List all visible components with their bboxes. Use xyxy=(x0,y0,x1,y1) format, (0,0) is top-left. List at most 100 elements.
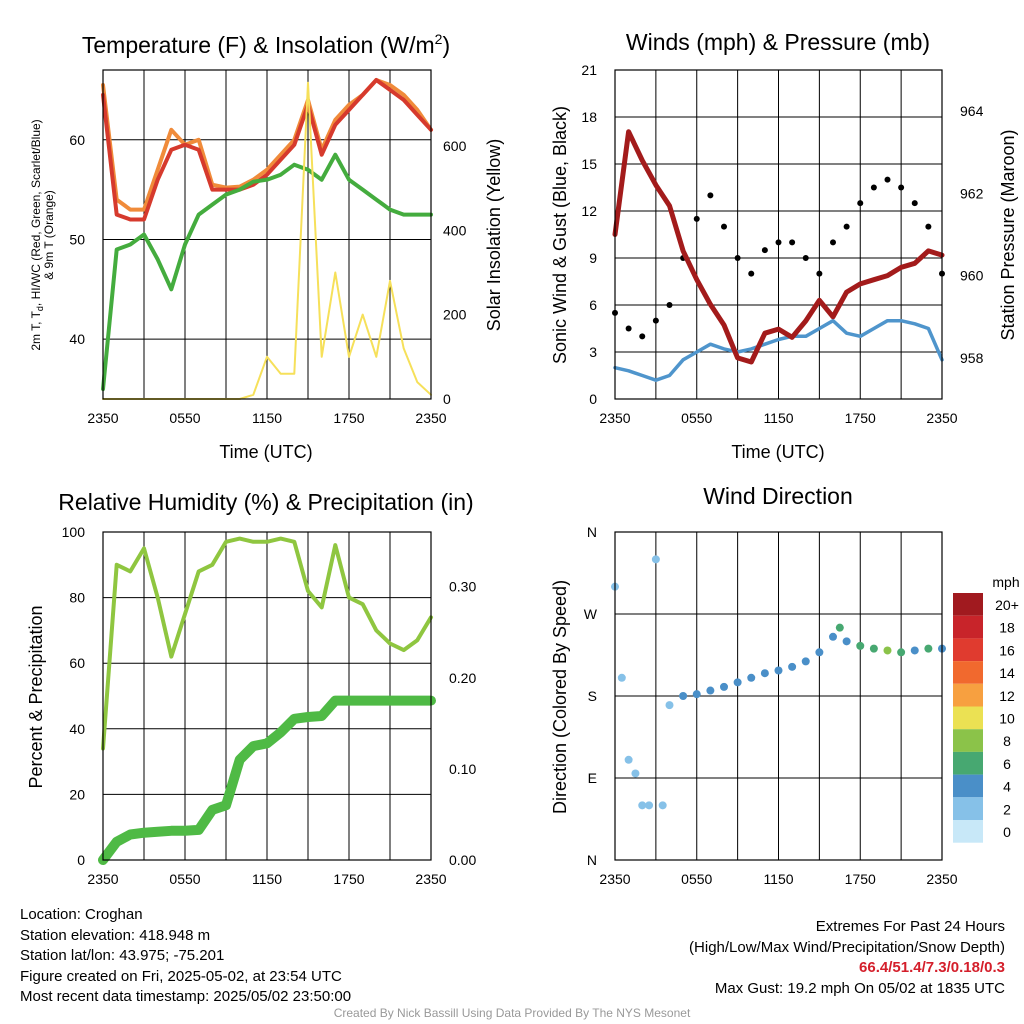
legend-label: 2 xyxy=(1003,801,1011,817)
plot-border xyxy=(102,69,432,400)
y2-tick-label: 200 xyxy=(443,307,467,323)
y-tick-label: 6 xyxy=(589,297,597,313)
y2-tick-label: 0 xyxy=(443,391,451,407)
direction-point xyxy=(842,637,851,646)
credit-text: Created By Nick Bassill Using Data Provi… xyxy=(333,1006,691,1020)
humidity-ylabel: Percent & Precipitation xyxy=(26,605,46,788)
x-tick-label: 0550 xyxy=(681,871,712,887)
x-tick-label: 1750 xyxy=(845,871,876,887)
gust-point xyxy=(870,184,877,191)
gust-point xyxy=(734,255,741,261)
gust-point xyxy=(775,239,782,246)
y-tick-label: 60 xyxy=(69,132,85,148)
pressure-line xyxy=(612,129,945,365)
x-tick-label: 1750 xyxy=(333,871,364,887)
gust-point xyxy=(666,302,673,308)
y-tick-label: 100 xyxy=(62,524,86,540)
legend-label: 0 xyxy=(1003,824,1011,840)
y2-tick-label: 0.00 xyxy=(449,852,476,868)
plot-border xyxy=(102,531,432,861)
legend-label: 14 xyxy=(999,665,1015,681)
elevation-text: Station elevation: 418.948 m xyxy=(20,926,211,944)
wind-direction-ylabel: Direction (Colored By Speed) xyxy=(550,580,570,814)
x-tick-label: 1150 xyxy=(252,410,282,426)
latlon-text: Station lat/lon: 43.975; -75.201 xyxy=(20,947,225,964)
plot-border xyxy=(614,69,943,400)
legend-title: mph xyxy=(992,574,1019,590)
legend-swatch xyxy=(953,820,983,843)
y-tick-label: 20 xyxy=(69,786,85,802)
gust-point xyxy=(925,223,932,230)
y-tick-label: E xyxy=(588,770,597,786)
x-tick-label: 2350 xyxy=(415,410,446,426)
gust-point xyxy=(707,192,714,199)
direction-point xyxy=(720,682,728,691)
gust-point xyxy=(625,325,632,332)
temperature-panel: Temperature (F) & Insolation (W/m2) Time… xyxy=(29,31,504,462)
temperature-ylabel2: Solar Insolation (Yellow) xyxy=(484,139,504,331)
created-text: Figure created on Fri, 2025-05-02, at 23… xyxy=(20,967,342,985)
gust-point xyxy=(884,176,891,183)
x-tick-label: 2350 xyxy=(415,871,446,887)
gust-point xyxy=(748,270,755,277)
direction-point xyxy=(924,644,933,653)
x-tick-label: 1750 xyxy=(333,410,364,426)
direction-point xyxy=(835,623,844,632)
wind-direction-title: Wind Direction xyxy=(703,483,853,509)
plot-border xyxy=(614,531,943,861)
direction-point xyxy=(651,555,660,564)
direction-point xyxy=(658,801,667,810)
direction-point xyxy=(645,801,654,810)
legend-swatch xyxy=(953,661,983,684)
y-tick-label: 60 xyxy=(69,655,85,671)
wind-direction-panel: Wind Direction Direction (Colored By Spe… xyxy=(550,483,1020,887)
gust-point xyxy=(816,270,823,277)
gust-point xyxy=(761,247,768,254)
y2-tick-label: 0.20 xyxy=(449,670,476,686)
direction-point xyxy=(760,669,769,678)
gust-point xyxy=(843,223,850,230)
gust-point xyxy=(802,255,809,261)
legend-swatch xyxy=(953,638,983,662)
winds-panel: Winds (mph) & Pressure (mb) Time (UTC) S… xyxy=(550,29,1018,462)
legend-label: 16 xyxy=(999,642,1015,658)
y-tick-label: 21 xyxy=(581,62,597,78)
legend-label: 12 xyxy=(999,688,1015,704)
gust-point xyxy=(898,184,905,191)
extremes-info: Extremes For Past 24 Hours (High/Low/Max… xyxy=(689,917,1005,999)
x-tick-label: 0550 xyxy=(169,410,200,426)
y-tick-label: S xyxy=(588,688,597,704)
y2-tick-label: 962 xyxy=(960,185,984,201)
gust-point xyxy=(857,200,864,207)
recent-data-text: Most recent data timestamp: 2025/05/02 2… xyxy=(20,988,352,1005)
legend-swatch xyxy=(953,706,983,730)
gust-point xyxy=(693,215,700,222)
x-tick-label: 1150 xyxy=(252,871,282,887)
direction-point xyxy=(788,662,797,671)
gust-point xyxy=(830,239,836,246)
gust-point xyxy=(652,317,659,324)
series-line xyxy=(101,152,433,391)
extremes-subheading: (High/Low/Max Wind/Precipitation/Snow De… xyxy=(689,938,1005,956)
y-tick-label: 3 xyxy=(589,344,597,360)
y-tick-label: 40 xyxy=(69,331,85,347)
y-tick-label: N xyxy=(587,524,597,540)
direction-point xyxy=(679,692,688,700)
gust-point xyxy=(721,223,727,230)
direction-point xyxy=(910,646,919,655)
x-tick-label: 2350 xyxy=(926,871,957,887)
direction-point xyxy=(869,644,878,653)
gust-point xyxy=(639,333,646,340)
x-tick-label: 2350 xyxy=(87,871,118,887)
y2-tick-label: 964 xyxy=(960,103,984,119)
y2-tick-label: 958 xyxy=(960,350,984,366)
legend-swatch xyxy=(953,729,983,752)
legend-label: 10 xyxy=(999,711,1015,727)
direction-point xyxy=(692,690,701,699)
humidity-line xyxy=(101,536,433,751)
y-tick-label: 80 xyxy=(69,590,85,606)
x-tick-label: 2350 xyxy=(926,410,957,426)
direction-point xyxy=(856,641,865,650)
humidity-title: Relative Humidity (%) & Precipitation (i… xyxy=(58,489,473,515)
